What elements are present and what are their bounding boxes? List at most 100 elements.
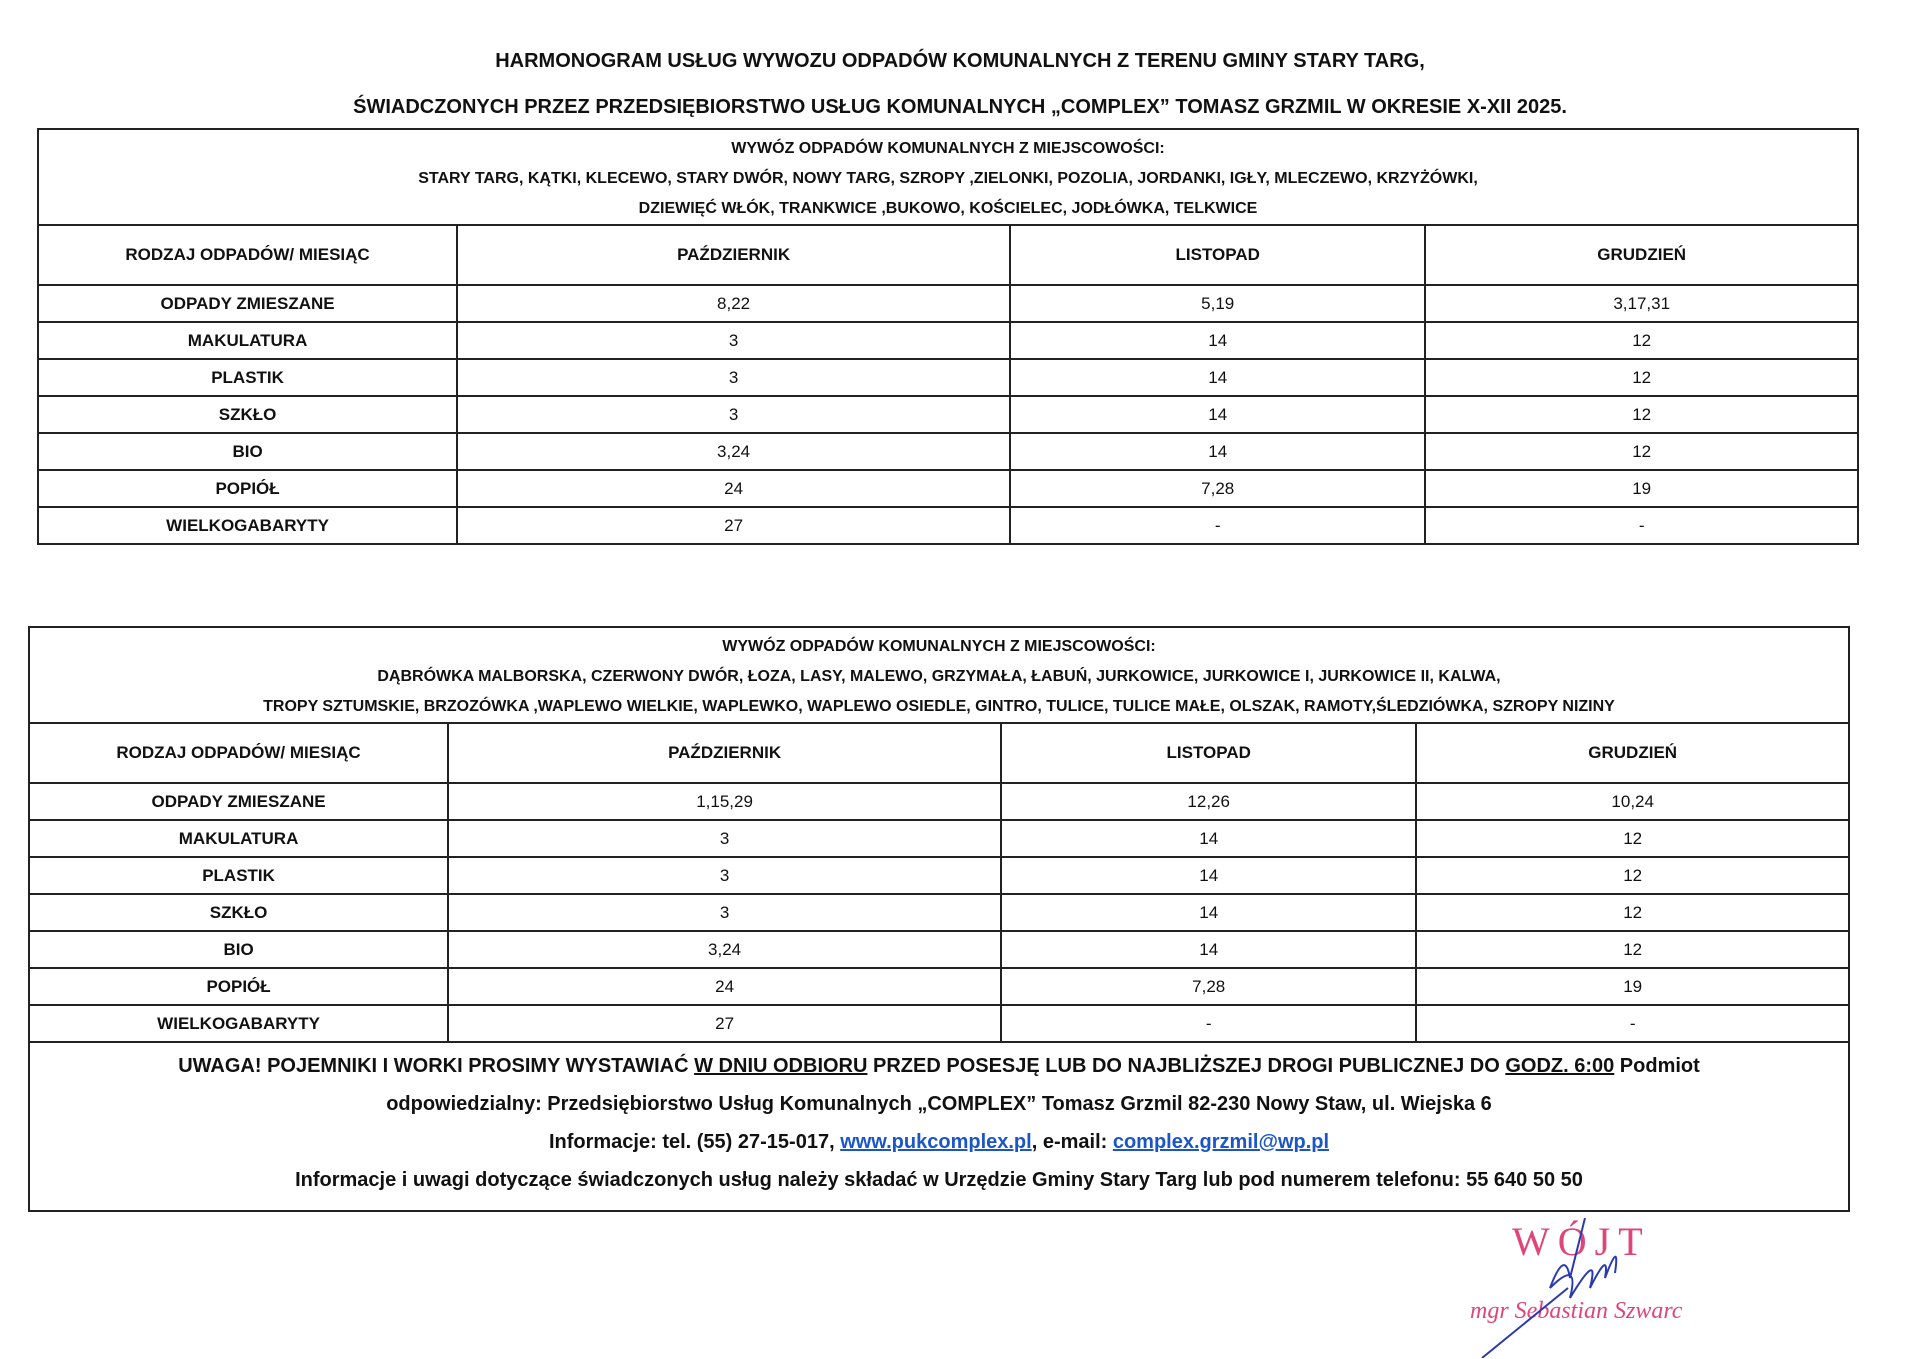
pickup-days: 14 — [1001, 930, 1418, 968]
table-heading: WYWÓZ ODPADÓW KOMUNALNYCH Z MIEJSCOWOŚCI… — [731, 140, 1165, 157]
pickup-days: 27 — [448, 1004, 1003, 1041]
pickup-days: 10,24 — [1416, 782, 1848, 820]
pickup-days: - — [1425, 506, 1857, 543]
waste-type: ODPADY ZMIESZANE — [39, 284, 459, 322]
table-row: BIO 3,24 14 12 — [39, 432, 1857, 470]
pickup-days: 12 — [1425, 358, 1857, 396]
month-header: LISTOPAD — [1010, 224, 1427, 285]
doc-title-line2: ŚWIADCZONYCH PRZEZ PRZEDSIĘBIORSTWO USŁU… — [353, 96, 1567, 118]
notice-text: Podmiot — [1614, 1055, 1700, 1077]
pickup-days: 3 — [448, 819, 1003, 857]
waste-type: BIO — [30, 930, 450, 968]
pickup-days: 7,28 — [1001, 967, 1418, 1005]
pickup-days: 12 — [1425, 321, 1857, 359]
table-row: ODPADY ZMIESZANE 8,22 5,19 3,17,31 — [39, 284, 1857, 322]
places-line1: STARY TARG, KĄTKI, KLECEWO, STARY DWÓR, … — [418, 170, 1478, 187]
places-line2: DZIEWIĘĆ WŁÓK, TRANKWICE ,BUKOWO, KOŚCIE… — [638, 200, 1258, 217]
notice-emph: W DNIU ODBIORU — [694, 1055, 868, 1077]
waste-type: SZKŁO — [39, 395, 459, 433]
website-link[interactable]: www.pukcomplex.pl — [840, 1131, 1032, 1153]
pickup-days: 14 — [1001, 856, 1418, 894]
waste-type: WIELKOGABARYTY — [30, 1004, 450, 1041]
notice-text: UWAGA! POJEMNIKI I WORKI PROSIMY WYSTAWI… — [178, 1055, 695, 1077]
pickup-days: 14 — [1010, 432, 1427, 470]
pickup-days: 14 — [1010, 321, 1427, 359]
pickup-days: 7,28 — [1010, 469, 1427, 507]
corner-header: RODZAJ ODPADÓW/ MIESIĄC — [39, 224, 459, 285]
month-header: PAŹDZIERNIK — [457, 224, 1012, 285]
pickup-days: 12 — [1416, 930, 1848, 968]
pickup-days: 14 — [1001, 893, 1418, 931]
table-row: PLASTIK 3 14 12 — [30, 856, 1848, 894]
pickup-days: 12 — [1425, 395, 1857, 433]
month-header: LISTOPAD — [1001, 722, 1418, 783]
pickup-days: 3 — [457, 395, 1012, 433]
responsible-entity: odpowiedzialny: Przedsiębiorstwo Usług K… — [386, 1093, 1492, 1115]
waste-type: ODPADY ZMIESZANE — [30, 782, 450, 820]
table-row: SZKŁO 3 14 12 — [30, 893, 1848, 931]
pickup-days: 3,24 — [448, 930, 1003, 968]
waste-type: POPIÓŁ — [39, 469, 459, 507]
table-row: ODPADY ZMIESZANE 1,15,29 12,26 10,24 — [30, 782, 1848, 820]
corner-header: RODZAJ ODPADÓW/ MIESIĄC — [30, 722, 450, 783]
pickup-days: 8,22 — [457, 284, 1012, 322]
pickup-days: 12 — [1416, 893, 1848, 931]
pickup-days: 19 — [1425, 469, 1857, 507]
table-row: POPIÓŁ 24 7,28 19 — [39, 469, 1857, 507]
pickup-days: 27 — [457, 506, 1012, 543]
month-header: GRUDZIEŃ — [1425, 224, 1857, 285]
pickup-days: - — [1416, 1004, 1848, 1041]
table-row: SZKŁO 3 14 12 — [39, 395, 1857, 433]
waste-type: SZKŁO — [30, 893, 450, 931]
waste-type: MAKULATURA — [30, 819, 450, 857]
stamp-title: WÓJT — [1512, 1219, 1651, 1264]
waste-type: MAKULATURA — [39, 321, 459, 359]
pickup-days: 14 — [1010, 395, 1427, 433]
pickup-days: 12 — [1416, 856, 1848, 894]
pickup-days: 3 — [457, 321, 1012, 359]
places-line2: TROPY SZTUMSKIE, BRZOZÓWKA ,WAPLEWO WIEL… — [263, 698, 1615, 715]
pickup-days: 3 — [448, 856, 1003, 894]
places-line1: DĄBRÓWKA MALBORSKA, CZERWONY DWÓR, ŁOZA,… — [377, 668, 1501, 685]
schedule-grid: RODZAJ ODPADÓW/ MIESIĄC PAŹDZIERNIK LISTOP… — [39, 224, 1857, 543]
schedule-table-1: WYWÓZ ODPADÓW KOMUNALNYCH Z MIEJSCOWOŚCI… — [37, 128, 1859, 545]
notice-time: GODZ. 6:00 — [1505, 1055, 1615, 1077]
footer-notes: UWAGA! POJEMNIKI I WORKI PROSIMY WYSTAWI… — [30, 1041, 1848, 1203]
notice-text: PRZED POSESJĘ LUB DO NAJBLIŻSZEJ DROGI P… — [867, 1055, 1506, 1077]
pickup-days: 12 — [1425, 432, 1857, 470]
pickup-days: - — [1010, 506, 1427, 543]
table-row: MAKULATURA 3 14 12 — [30, 819, 1848, 857]
phone-info: Informacje: tel. (55) 27-15-017, — [548, 1131, 841, 1153]
waste-type: PLASTIK — [30, 856, 450, 894]
pickup-days: 1,15,29 — [448, 782, 1003, 820]
pickup-days: 3 — [457, 358, 1012, 396]
pickup-days: 3,24 — [457, 432, 1012, 470]
table-row: WIELKOGABARYTY 27- - — [39, 506, 1857, 543]
pickup-days: 3,17,31 — [1425, 284, 1857, 322]
waste-type: POPIÓŁ — [30, 967, 450, 1005]
month-header: GRUDZIEŃ — [1416, 722, 1848, 783]
pickup-days: 24 — [457, 469, 1012, 507]
pickup-days: 12 — [1416, 819, 1848, 857]
waste-type: WIELKOGABARYTY — [39, 506, 459, 543]
doc-title-line1: HARMONOGRAM USŁUG WYWOZU ODPADÓW KOMUNAL… — [495, 50, 1425, 72]
schedule-grid: RODZAJ ODPADÓW/ MIESIĄC PAŹDZIERNIK LISTOP… — [30, 722, 1848, 1041]
handwritten-signature — [1481, 1218, 1618, 1358]
email-label: , e-mail: — [1031, 1131, 1113, 1153]
table-row: PLASTIK 3 14 12 — [39, 358, 1857, 396]
stamp-name: mgr Sebastian Szwarc — [1470, 1298, 1683, 1324]
email-link[interactable]: complex.grzmil@wp.pl — [1112, 1131, 1330, 1153]
table-row: MAKULATURA 3 14 12 — [39, 321, 1857, 359]
waste-type: PLASTIK — [39, 358, 459, 396]
month-header: PAŹDZIERNIK — [448, 722, 1003, 783]
table-row: WIELKOGABARYTY 27- - — [30, 1004, 1848, 1041]
pickup-days: 19 — [1416, 967, 1848, 1005]
table-row: POPIÓŁ 24 7,28 19 — [30, 967, 1848, 1005]
pickup-days: 5,19 — [1010, 284, 1427, 322]
table-heading: WYWÓZ ODPADÓW KOMUNALNYCH Z MIEJSCOWOŚCI… — [722, 638, 1156, 655]
pickup-days: 24 — [448, 967, 1003, 1005]
pickup-days: 14 — [1010, 358, 1427, 396]
pickup-days: 12,26 — [1001, 782, 1418, 820]
office-info: Informacje i uwagi dotyczące świadczonyc… — [295, 1169, 1583, 1191]
pickup-days: - — [1001, 1004, 1418, 1041]
